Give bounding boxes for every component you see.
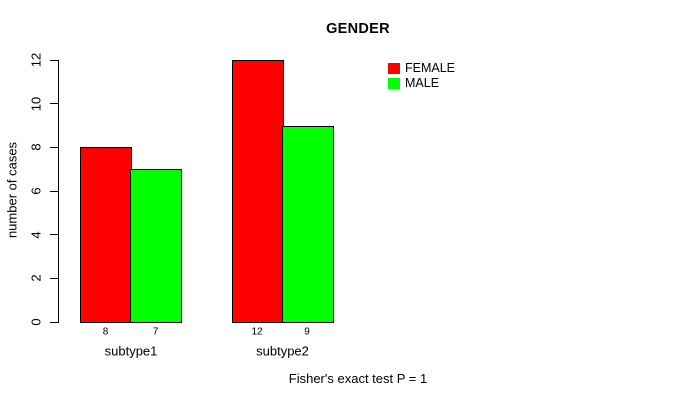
y-tick-label: 12: [28, 52, 44, 68]
y-tick-label: 0: [28, 318, 44, 326]
bar-value-label: 12: [251, 326, 263, 337]
legend-item-male: MALE: [388, 77, 455, 90]
y-tick-label: 8: [28, 143, 44, 151]
y-tick: [50, 321, 58, 323]
y-tick: [50, 103, 58, 105]
bar-value-label: 8: [102, 326, 109, 337]
y-tick: [50, 234, 58, 236]
y-tick: [50, 277, 58, 279]
y-tick: [50, 59, 58, 61]
legend-swatch-male: [388, 78, 400, 89]
y-tick-label: 2: [28, 274, 44, 282]
bar-male-subtype2: [281, 125, 334, 323]
legend-item-female: FEMALE: [388, 62, 455, 75]
footer-annotation: Fisher's exact test P = 1: [288, 371, 428, 386]
legend-swatch-female: [388, 63, 400, 74]
legend-label: MALE: [405, 76, 440, 90]
y-axis-title: number of cases: [4, 141, 20, 239]
bar-value-label: 7: [152, 326, 159, 337]
y-tick-label: 6: [28, 187, 44, 195]
bar-male-subtype1: [130, 169, 182, 323]
y-tick: [50, 190, 58, 192]
category-label-subtype2: subtype2: [256, 343, 309, 359]
category-label-subtype1: subtype1: [104, 343, 158, 359]
legend-label: FEMALE: [405, 61, 456, 75]
y-tick-label: 4: [28, 231, 44, 239]
bar-value-label: 9: [304, 326, 310, 337]
chart-title: GENDER: [326, 21, 390, 37]
y-tick-label: 10: [28, 96, 44, 111]
bar-female-subtype1: [80, 147, 132, 323]
bar-female-subtype2: [231, 60, 284, 323]
legend: FEMALE MALE: [388, 62, 455, 92]
y-tick: [50, 146, 58, 148]
y-axis-line: [58, 60, 59, 323]
